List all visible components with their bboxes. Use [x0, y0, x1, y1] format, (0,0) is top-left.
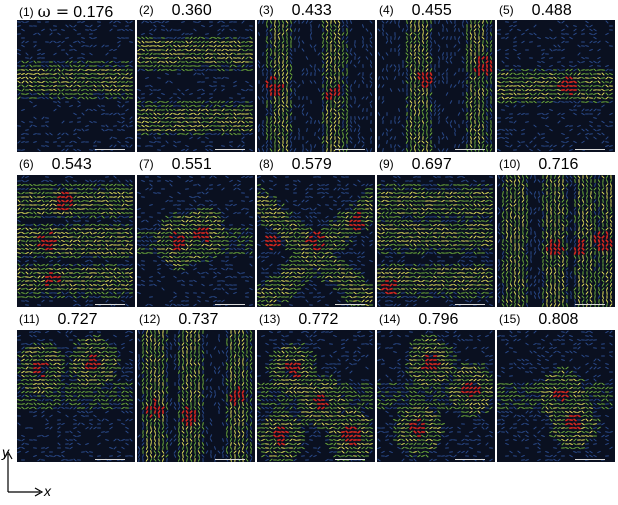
- director-field: [497, 175, 615, 307]
- image-scale-line: [95, 149, 125, 150]
- panel-index: (3): [259, 3, 274, 17]
- simulation-image: [257, 20, 375, 152]
- simulation-image: [17, 20, 135, 152]
- panel-label: (14) 0.796: [379, 311, 458, 329]
- image-scale-line: [95, 304, 125, 305]
- omega-value: 0.579: [292, 156, 332, 173]
- director-field: [137, 20, 255, 152]
- omega-value: 0.796: [418, 311, 458, 328]
- simulation-image: [377, 20, 495, 152]
- panel-index: (15): [499, 312, 520, 326]
- panel-index: (5): [499, 3, 514, 17]
- simulation-image: [137, 175, 255, 307]
- image-scale-line: [95, 459, 125, 460]
- simulation-image: [257, 175, 375, 307]
- simulation-image: [497, 175, 615, 307]
- x-axis-label: x: [44, 483, 51, 499]
- director-field: [257, 330, 375, 462]
- panel-label: (10) 0.716: [499, 156, 578, 174]
- panel-label: (2) 0.360: [139, 2, 212, 20]
- director-field: [17, 20, 135, 152]
- image-scale-line: [215, 304, 245, 305]
- simulation-image: [377, 330, 495, 462]
- director-field: [377, 175, 495, 307]
- director-field: [377, 330, 495, 462]
- omega-value: 0.360: [172, 2, 212, 19]
- image-scale-line: [335, 149, 365, 150]
- director-field: [17, 330, 135, 462]
- image-scale-line: [575, 304, 605, 305]
- y-axis-label: y: [2, 444, 9, 460]
- simulation-image: [497, 20, 615, 152]
- image-scale-line: [335, 459, 365, 460]
- panel-label: (13) 0.772: [259, 311, 338, 329]
- panel-index: (13): [259, 312, 280, 326]
- panel-index: (1): [19, 5, 34, 19]
- panel-label: (7) 0.551: [139, 156, 212, 174]
- panel-label: (5) 0.488: [499, 2, 572, 20]
- panel-label: (11) 0.727: [19, 311, 98, 329]
- director-field: [137, 330, 255, 462]
- panel-label: (9) 0.697: [379, 156, 452, 174]
- panel-index: (11): [19, 312, 39, 326]
- omega-value: 0.808: [538, 311, 578, 328]
- panel-index: (4): [379, 3, 394, 17]
- director-field: [17, 175, 135, 307]
- simulation-image: [17, 330, 135, 462]
- simulation-image: [257, 330, 375, 462]
- image-scale-line: [455, 149, 485, 150]
- axes-indicator: y x: [2, 448, 62, 500]
- omega-value: 0.772: [298, 311, 338, 328]
- panel-label: (15) 0.808: [499, 311, 578, 329]
- omega-value: 0.543: [52, 156, 92, 173]
- omega-value: 0.433: [292, 2, 332, 19]
- image-scale-line: [215, 459, 245, 460]
- image-scale-line: [215, 149, 245, 150]
- panel-index: (12): [139, 312, 160, 326]
- omega-value: 0.176: [73, 4, 113, 21]
- simulation-image: [377, 175, 495, 307]
- director-field: [257, 175, 375, 307]
- panel-index: (7): [139, 157, 154, 171]
- panel-label: (8) 0.579: [259, 156, 332, 174]
- simulation-image: [137, 330, 255, 462]
- simulation-image: [17, 175, 135, 307]
- panel-index: (8): [259, 157, 274, 171]
- panel-index: (10): [499, 157, 520, 171]
- omega-value: 0.716: [538, 156, 578, 173]
- image-scale-line: [575, 459, 605, 460]
- omega-value: 0.551: [172, 156, 212, 173]
- director-field: [497, 20, 615, 152]
- image-scale-line: [455, 459, 485, 460]
- omega-symbol: ω =: [38, 2, 70, 21]
- director-field: [137, 175, 255, 307]
- panel-index: (2): [139, 3, 154, 17]
- simulation-image: [497, 330, 615, 462]
- panel-label: (1) ω =0.176: [19, 2, 113, 22]
- panel-label: (4) 0.455: [379, 2, 452, 20]
- panel-label: (12) 0.737: [139, 311, 218, 329]
- director-field: [257, 20, 375, 152]
- image-scale-line: [335, 304, 365, 305]
- director-field: [377, 20, 495, 152]
- simulation-image: [137, 20, 255, 152]
- panel-index: (6): [19, 157, 34, 171]
- omega-value: 0.455: [412, 2, 452, 19]
- image-scale-line: [575, 149, 605, 150]
- omega-value: 0.727: [57, 311, 97, 328]
- image-scale-line: [455, 304, 485, 305]
- panel-index: (14): [379, 312, 400, 326]
- omega-value: 0.697: [412, 156, 452, 173]
- omega-value: 0.737: [178, 311, 218, 328]
- panel-label: (3) 0.433: [259, 2, 332, 20]
- axes-arrows: [2, 448, 62, 500]
- panel-label: (6) 0.543: [19, 156, 92, 174]
- omega-value: 0.488: [532, 2, 572, 19]
- director-field: [497, 330, 615, 462]
- panel-index: (9): [379, 157, 394, 171]
